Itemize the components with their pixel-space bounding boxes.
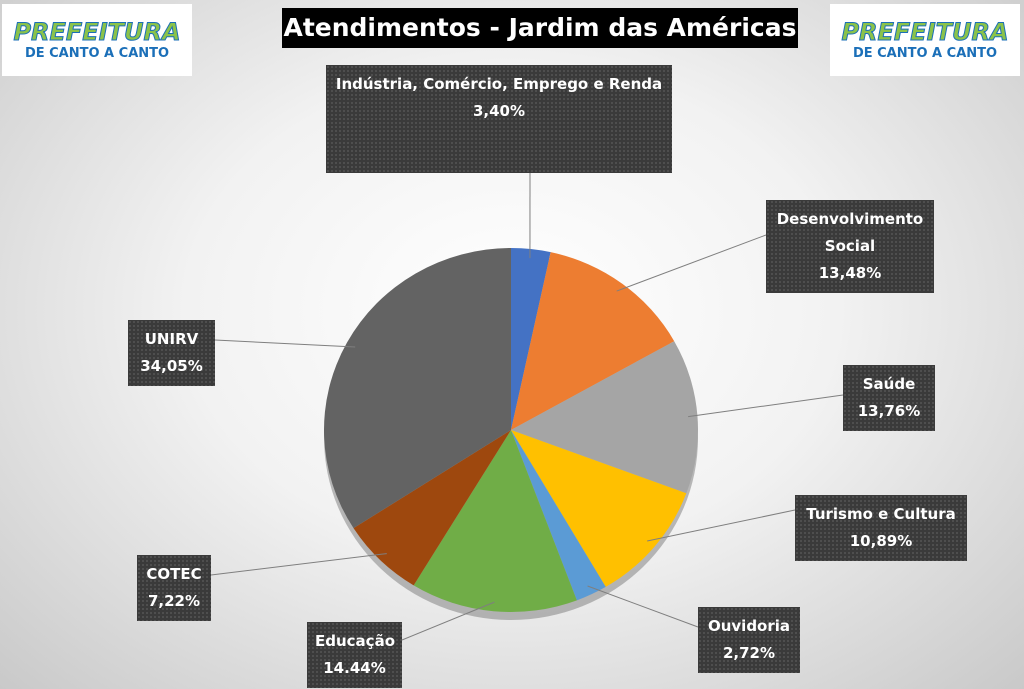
data-label: Ouvidoria 2,72% xyxy=(698,607,800,673)
pie-slice xyxy=(511,248,551,430)
leader-line xyxy=(401,601,495,641)
category-label: Saúde xyxy=(862,375,916,393)
leader-line xyxy=(587,585,699,628)
value-label: 10,89% xyxy=(849,532,913,550)
pie-slice xyxy=(413,430,577,612)
category-label: UNIRV xyxy=(144,330,199,348)
logo-title: PREFEITURA xyxy=(13,18,181,47)
pie-slice xyxy=(511,430,606,601)
pie-slice xyxy=(511,341,699,494)
value-label: 13,48% xyxy=(818,264,882,282)
value-label: 14.44% xyxy=(323,659,386,677)
leader-line xyxy=(688,394,844,418)
category-label: Educação xyxy=(315,632,395,650)
logo-title: PREFEITURA xyxy=(841,18,1009,47)
logo: PREFEITURA DE CANTO A CANTO xyxy=(2,4,192,76)
pie-slice xyxy=(353,430,511,586)
value-label: 7,22% xyxy=(147,592,201,610)
logo: PREFEITURA DE CANTO A CANTO xyxy=(830,4,1020,76)
pie-slice xyxy=(511,252,675,430)
value-label: 3,40% xyxy=(472,102,526,120)
data-label: Educação 14.44% xyxy=(307,622,402,688)
leader-line xyxy=(647,509,796,542)
chart-title: Atendimentos - Jardim das Américas xyxy=(282,8,798,48)
category-label: COTEC xyxy=(146,565,202,583)
category-label: Turismo e Cultura xyxy=(806,505,956,523)
logo-subtitle: DE CANTO A CANTO xyxy=(852,46,998,61)
value-label: 13,76% xyxy=(857,402,921,420)
data-label: Saúde 13,76% xyxy=(843,365,935,431)
value-label: 2,72% xyxy=(722,644,776,662)
leader-line xyxy=(214,339,356,348)
data-label: Indústria, Comércio, Emprego e Renda 3,40… xyxy=(326,65,672,173)
category-label: Ouvidoria xyxy=(707,617,791,635)
data-label: COTEC 7,22% xyxy=(137,555,211,621)
data-label: UNIRV 34,05% xyxy=(128,320,215,386)
pie-slice xyxy=(323,248,511,529)
logo-subtitle: DE CANTO A CANTO xyxy=(24,46,170,61)
data-label: Desenvolvimento Social 13,48% xyxy=(766,200,934,293)
leader-line xyxy=(616,234,767,292)
category-label: Desenvolvimento Social xyxy=(776,210,924,255)
value-label: 34,05% xyxy=(140,357,203,375)
pie-slice xyxy=(511,430,687,587)
category-label: Indústria, Comércio, Emprego e Renda xyxy=(335,75,663,93)
leader-line xyxy=(210,553,387,576)
data-label: Turismo e Cultura 10,89% xyxy=(795,495,967,561)
